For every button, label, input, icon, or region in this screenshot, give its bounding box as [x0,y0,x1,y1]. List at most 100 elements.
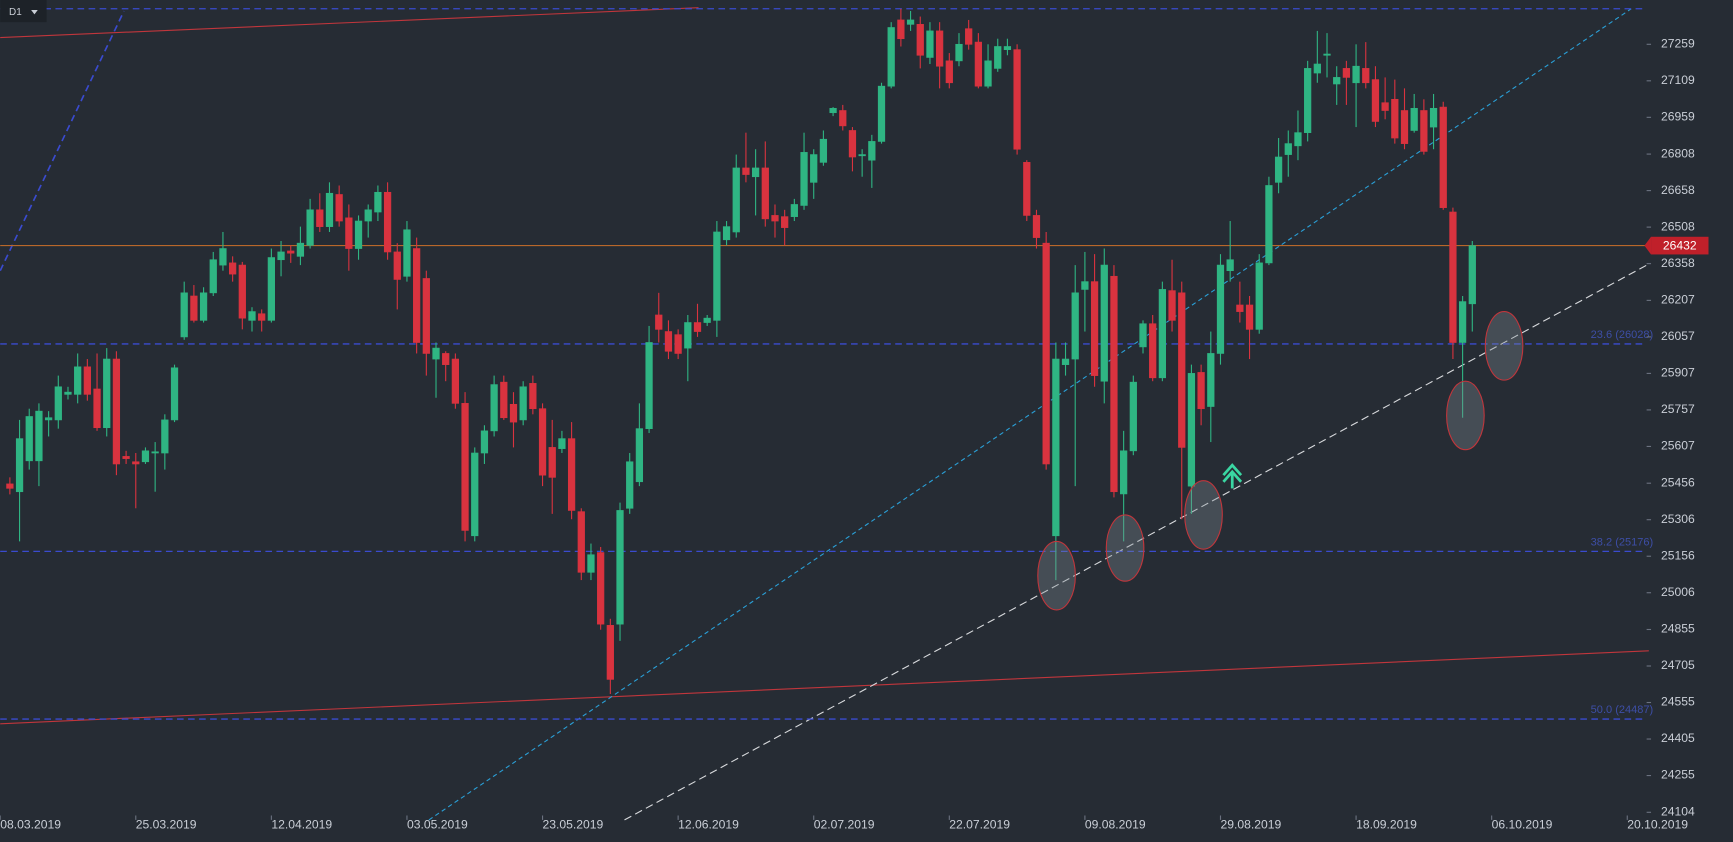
candle-body [180,292,188,338]
candle-body [858,154,866,157]
candle-body [383,191,392,253]
timeframe-dropdown[interactable]: D1 [0,0,47,23]
x-tick-label: 20.10.2019 [1627,818,1688,832]
candle-body [771,215,779,222]
candle-body [64,391,72,395]
y-tick-label: 26358 [1661,256,1695,270]
candle-body [374,191,382,213]
candle-body [393,251,401,280]
candle-body [267,257,275,321]
candle-body [1052,358,1060,537]
candle-body [1129,381,1137,452]
x-tick-label: 12.04.2019 [271,818,332,832]
candle-body [325,192,334,227]
candle-body [829,107,837,114]
candle-body [1003,46,1012,50]
candle-body [112,358,121,465]
candles [6,8,1476,694]
candle-body [471,452,479,537]
candle-body [141,450,150,463]
candle-body [1110,275,1118,493]
y-tick-label: 24104 [1661,805,1695,819]
trend-line [0,7,699,39]
y-tick-label: 27109 [1661,73,1695,87]
candle-body [1458,301,1467,343]
y-tick-label: 27259 [1661,37,1695,51]
candle-body [170,367,179,421]
candle-body [1216,264,1225,354]
y-tick-label: 24555 [1661,695,1695,709]
y-tick-label: 25907 [1661,366,1695,380]
highlight-ellipse [1037,540,1076,611]
candle-body [703,317,711,323]
y-tick-label: 25456 [1661,475,1695,489]
candle-body [229,262,237,275]
candle-body [15,438,24,493]
x-tick-label: 12.06.2019 [678,818,739,832]
candle-body [151,451,159,454]
candle-body [810,154,818,183]
candle-body [1168,290,1176,321]
candle-body [1090,281,1099,376]
highlight-ellipse [1446,380,1485,451]
candle-body [935,30,944,67]
dropdown-box[interactable] [0,0,47,23]
candle-body [732,167,740,233]
candle-body [713,231,721,321]
x-tick-label: 25.03.2019 [136,818,197,832]
timeframe[interactable]: D1 [9,7,22,18]
candle-body [335,194,343,222]
candle-body [1081,281,1089,290]
candle-body [1352,65,1360,84]
candle-body [1149,323,1157,379]
candle-body [965,28,973,45]
candle-body [877,85,886,142]
level-label: 50.0 (24487) [1591,704,1654,716]
candle-body [1023,162,1031,216]
candle-body [674,334,682,354]
candle-body [1381,102,1389,111]
candle-body [839,110,847,127]
candle-body [819,138,828,163]
trend-line [0,10,125,272]
candle-body [277,251,285,261]
y-tick-label: 26959 [1661,110,1695,124]
candle-body [1100,264,1108,382]
candle-body [1071,292,1079,360]
candle-body [800,152,808,206]
candle-body [1371,79,1380,122]
candle-body [1255,262,1263,330]
candle-body [1042,242,1050,465]
highlight-ellipse [1184,480,1223,550]
candle-body [597,552,605,625]
candle-body [897,19,905,40]
candle-body [664,331,673,352]
candle-body [887,27,895,87]
y-tick-label: 26808 [1661,146,1695,160]
y-tick-label: 26207 [1661,293,1695,307]
y-tick-label: 24705 [1661,658,1695,672]
candle-body [1178,292,1186,448]
y-tick-label: 24855 [1661,622,1695,636]
candle-body [248,311,256,321]
candle-body [1429,107,1438,128]
y-tick-label: 26508 [1661,219,1695,233]
candle-body [296,242,305,257]
candle-body [548,447,556,478]
candle-body [413,248,421,343]
candle-body [509,403,518,423]
candle-body [461,403,469,531]
candle-body [974,41,982,87]
candle-body [93,388,101,429]
candle-body [1245,304,1254,330]
candle-body [1449,211,1457,343]
level-label: 38.2 (25176) [1591,536,1654,548]
candle-body [287,250,295,254]
candle-body [209,259,217,294]
dropdown-caret[interactable] [31,9,38,15]
highlight-ellipse [1105,514,1145,582]
candle-body [83,366,91,395]
candle-body [742,167,750,175]
candle-body [868,141,876,161]
